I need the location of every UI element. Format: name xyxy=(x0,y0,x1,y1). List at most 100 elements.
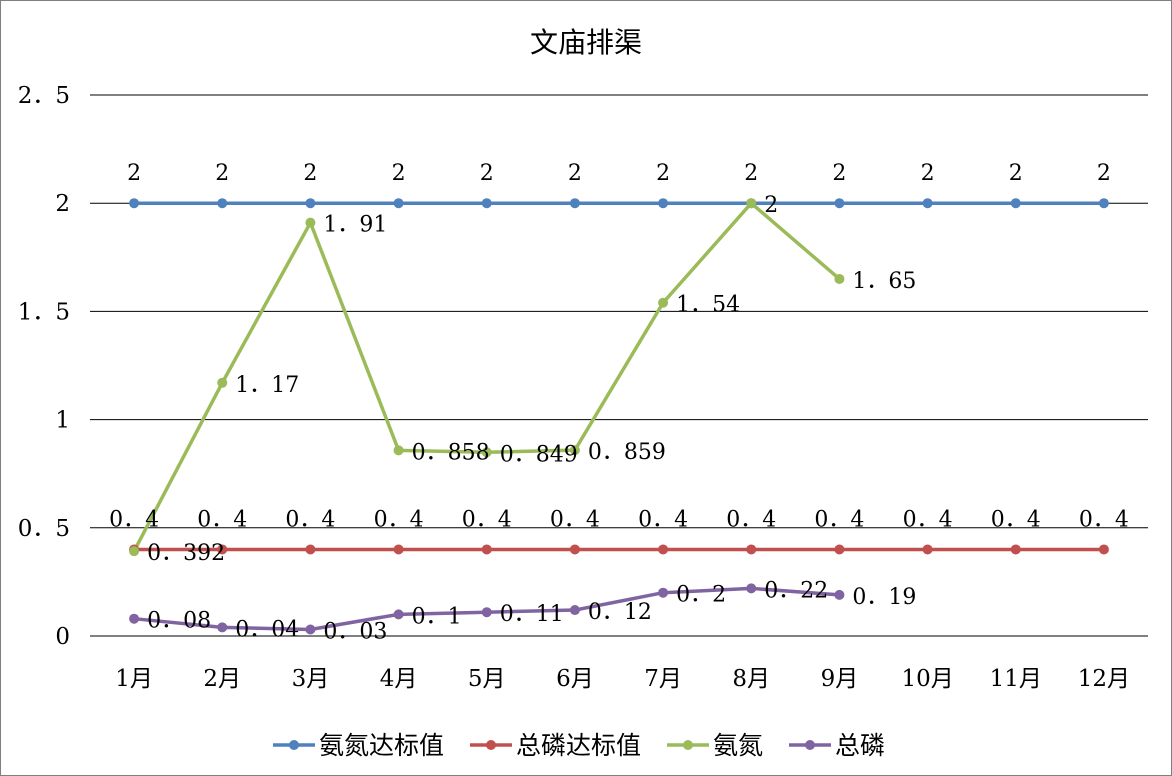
data-point xyxy=(1010,544,1021,555)
data-label: 0．22 xyxy=(764,578,828,603)
data-label: 0．04 xyxy=(235,617,299,642)
data-point xyxy=(305,217,316,228)
legend-label: 氨氮 xyxy=(713,731,763,760)
y-tick-label: 1 xyxy=(55,408,70,434)
data-point xyxy=(1098,198,1109,209)
data-point xyxy=(658,544,669,555)
data-label: 2 xyxy=(568,161,582,186)
data-point xyxy=(658,587,669,598)
x-tick-label: 5月 xyxy=(468,666,506,692)
x-tick-label: 7月 xyxy=(644,666,682,692)
data-point xyxy=(746,583,757,594)
data-label: 2 xyxy=(1009,161,1023,186)
data-labels: 2 2 2 2 2 2 2 2 2 2 2 20．4 0．4 0．4 0．4 0．4 0．4 0．4 0．4 0．4 0… xyxy=(109,161,1129,644)
x-tick-label: 6月 xyxy=(556,666,594,692)
data-label: 1．54 xyxy=(676,293,740,318)
data-point xyxy=(834,589,845,600)
data-point xyxy=(1010,198,1021,209)
y-axis-tick-labels: 0 0．5 1 1．5 2 2．5 xyxy=(18,83,70,650)
data-point xyxy=(129,198,140,209)
data-point xyxy=(305,544,316,555)
data-point xyxy=(217,622,228,633)
data-label: 0．1 xyxy=(412,604,462,629)
x-tick-label: 9月 xyxy=(821,666,859,692)
data-label: 2 xyxy=(215,161,229,186)
series-points xyxy=(129,198,1109,635)
data-point xyxy=(217,544,228,555)
data-label: 2 xyxy=(921,161,935,186)
data-label: 0．4 xyxy=(638,507,688,532)
data-label: 0．4 xyxy=(903,507,953,532)
data-label: 0．08 xyxy=(147,609,211,634)
data-point xyxy=(129,613,140,624)
data-point xyxy=(569,445,580,456)
x-tick-label: 11月 xyxy=(990,666,1042,692)
data-label: 2 xyxy=(127,161,141,186)
data-point xyxy=(305,624,316,635)
chart-title: 文庙排渠 xyxy=(530,26,642,59)
data-label: 1．65 xyxy=(852,269,916,294)
legend: 氨氮达标值 总磷达标值 氨氮 总磷 xyxy=(273,731,885,760)
data-label: 0．4 xyxy=(991,507,1041,532)
data-point xyxy=(834,198,845,209)
data-label: 0．849 xyxy=(500,442,578,467)
x-tick-label: 2月 xyxy=(203,666,241,692)
data-label: 0．4 xyxy=(462,507,512,532)
data-label: 2 xyxy=(1097,161,1111,186)
legend-marker xyxy=(289,740,299,750)
data-label: 0．4 xyxy=(109,507,159,532)
data-point xyxy=(481,198,492,209)
gridlines xyxy=(90,94,1148,637)
data-label: 0．19 xyxy=(852,585,916,610)
data-point xyxy=(658,198,669,209)
data-label: 0．4 xyxy=(726,507,776,532)
data-label: 2 xyxy=(832,161,846,186)
legend-label: 总磷达标值 xyxy=(516,731,641,760)
y-tick-label: 2．5 xyxy=(18,83,70,109)
series-lines xyxy=(132,201,1104,632)
data-label: 0．4 xyxy=(374,507,424,532)
data-point xyxy=(922,544,933,555)
data-point xyxy=(393,198,404,209)
x-tick-label: 12月 xyxy=(1078,666,1130,692)
y-tick-label: 1．5 xyxy=(18,299,70,325)
data-point xyxy=(834,273,845,284)
data-label: 0．12 xyxy=(588,600,652,625)
data-label: 0．4 xyxy=(814,507,864,532)
data-point xyxy=(481,607,492,618)
data-label: 0．858 xyxy=(412,440,490,465)
data-label: 1．91 xyxy=(323,213,387,238)
data-point xyxy=(746,544,757,555)
data-label: 2 xyxy=(656,161,670,186)
data-point xyxy=(746,198,757,209)
data-point xyxy=(393,609,404,620)
y-tick-label: 0 xyxy=(55,624,70,650)
legend-marker xyxy=(683,740,693,750)
data-label: 0．4 xyxy=(550,507,600,532)
y-tick-label: 2 xyxy=(55,191,70,217)
x-tick-label: 4月 xyxy=(380,666,418,692)
legend-marker xyxy=(805,740,815,750)
x-tick-label: 8月 xyxy=(732,666,770,692)
data-point xyxy=(922,198,933,209)
data-label: 2 xyxy=(764,193,778,218)
data-label: 0．4 xyxy=(197,507,247,532)
data-point xyxy=(393,445,404,456)
data-label: 0．4 xyxy=(285,507,335,532)
data-point xyxy=(129,546,140,557)
data-point xyxy=(569,198,580,209)
data-point xyxy=(834,544,845,555)
data-point xyxy=(1098,544,1109,555)
data-label: 0．392 xyxy=(147,541,225,566)
data-label: 0．2 xyxy=(676,583,726,608)
x-tick-label: 3月 xyxy=(292,666,330,692)
data-label: 2 xyxy=(303,161,317,186)
data-point xyxy=(393,544,404,555)
data-label: 1．17 xyxy=(235,373,299,398)
legend-label: 氨氮达标值 xyxy=(319,731,444,760)
data-label: 2 xyxy=(480,161,494,186)
x-axis-tick-labels: 1月 2月 3月 4月 5月 6月 7月 8月 9月 10月 11月 12月 xyxy=(115,666,1130,692)
legend-marker xyxy=(486,740,496,750)
